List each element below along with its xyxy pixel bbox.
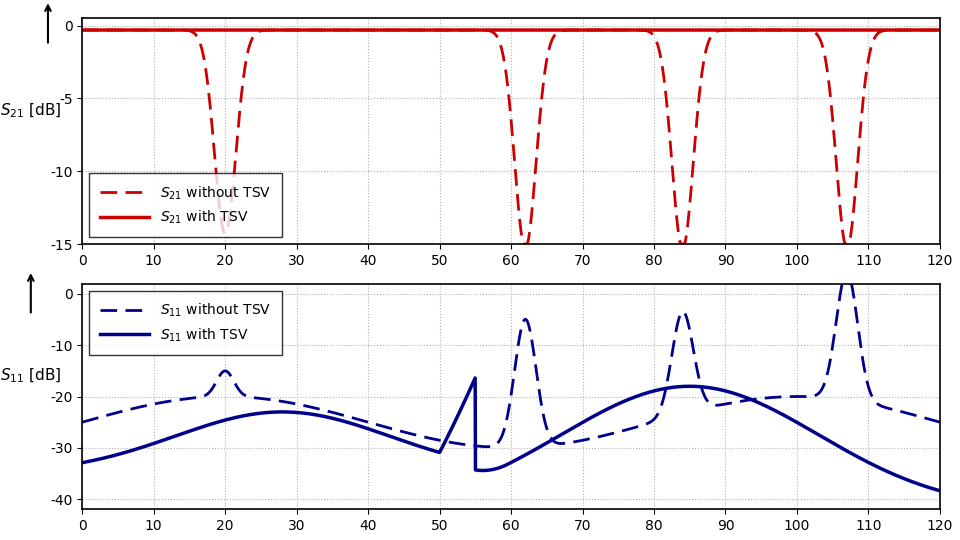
$S_{21}$ without TSV [918,27,929,33]
$S_{11}$ with TSV [934,488,946,494]
$S_{11}$ with TSV [826,438,837,445]
$S_{11}$ without TSV [826,353,837,360]
$S_{11}$ without TSV [934,419,946,426]
$S_{21}$ with TSV [226,27,237,33]
$S_{21}$ without TSV [175,27,186,33]
$S_{21}$ with TSV [175,27,186,33]
$S_{11}$ without TSV [175,396,186,403]
$S_{11}$ with TSV [226,415,237,422]
Line: $S_{11}$ with TSV: $S_{11}$ with TSV [83,378,940,491]
$S_{11}$ with TSV [469,375,481,381]
$S_{11}$ with TSV [175,431,186,437]
$S_{11}$ without TSV [836,280,848,287]
$S_{21}$ with TSV [443,27,454,33]
$S_{11}$ with TSV [443,432,454,438]
$S_{21}$ with TSV [77,27,88,33]
$S_{21}$ without TSV [934,27,946,33]
$S_{21}$ without TSV [826,98,837,105]
Y-axis label: $S_{11}$ [dB]: $S_{11}$ [dB] [0,367,61,385]
$S_{21}$ with TSV [934,27,946,33]
$S_{21}$ with TSV [405,27,417,33]
$S_{11}$ with TSV [918,482,929,489]
$S_{11}$ without TSV [918,414,929,421]
$S_{21}$ with TSV [917,27,928,33]
$S_{11}$ without TSV [443,438,454,445]
$S_{21}$ without TSV [226,203,237,210]
$S_{11}$ without TSV [405,430,417,437]
$S_{11}$ without TSV [226,373,237,380]
$S_{11}$ with TSV [405,440,417,447]
Legend: $S_{11}$ without TSV, $S_{11}$ with TSV: $S_{11}$ without TSV, $S_{11}$ with TSV [89,291,282,355]
Y-axis label: $S_{21}$ [dB]: $S_{21}$ [dB] [0,102,61,120]
$S_{21}$ without TSV [405,27,417,33]
$S_{11}$ with TSV [77,460,88,466]
Line: $S_{21}$ without TSV: $S_{21}$ without TSV [83,30,940,244]
$S_{21}$ without TSV [77,27,88,33]
$S_{21}$ without TSV [517,241,529,247]
$S_{21}$ without TSV [443,27,454,33]
Line: $S_{11}$ without TSV: $S_{11}$ without TSV [83,284,940,447]
$S_{21}$ with TSV [825,27,836,33]
$S_{11}$ without TSV [481,443,492,450]
$S_{11}$ without TSV [77,419,88,426]
Legend: $S_{21}$ without TSV, $S_{21}$ with TSV: $S_{21}$ without TSV, $S_{21}$ with TSV [89,173,282,237]
